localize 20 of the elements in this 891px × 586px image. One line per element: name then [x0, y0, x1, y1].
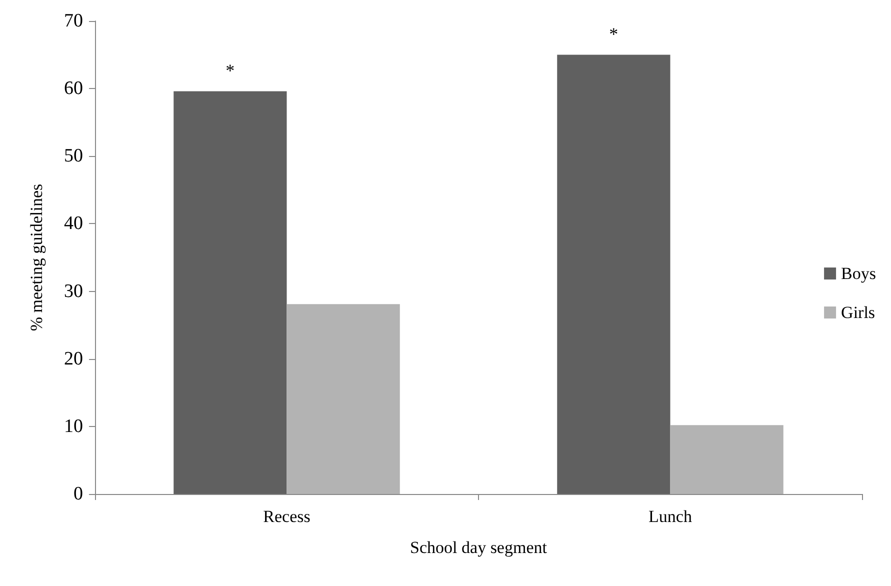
- x-tick-label: Recess: [263, 507, 310, 526]
- y-tick-label: 10: [64, 416, 83, 437]
- y-tick-label: 0: [74, 484, 83, 504]
- y-tick-label: 30: [64, 280, 83, 302]
- x-axis-title: School day segment: [410, 538, 548, 557]
- y-tick-label: 20: [64, 348, 83, 370]
- y-tick-label: 60: [64, 78, 83, 100]
- y-axis-title: % meeting guidelines: [27, 184, 46, 332]
- bar: [174, 91, 287, 494]
- y-tick-label: 70: [64, 10, 83, 32]
- annotation: *: [609, 24, 618, 44]
- x-tick-label: Lunch: [648, 507, 692, 526]
- bar: [670, 425, 784, 494]
- bar: [557, 54, 670, 494]
- legend-label: Boys: [841, 264, 876, 283]
- legend-label: Girls: [841, 303, 876, 322]
- y-tick-label: 50: [64, 146, 83, 167]
- annotation: *: [226, 60, 235, 80]
- y-tick-label: 40: [64, 213, 83, 234]
- bar: [286, 304, 400, 494]
